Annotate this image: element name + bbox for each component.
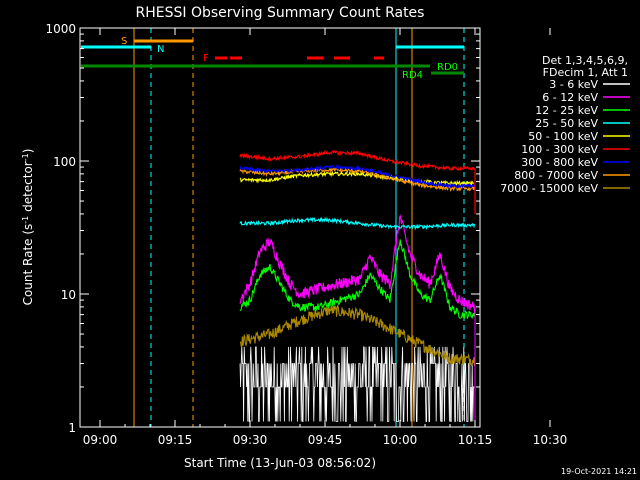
series-line-7 [239,166,476,192]
y-axis-label-mid: detector [21,161,35,216]
series-line-8 [239,304,476,367]
y-axis-label-sup2: -1 [21,153,30,161]
y-tick-label-2: 100 [53,155,76,169]
x-tick-label-1: 09:15 [158,433,193,447]
y-axis-label: Count Rate (s-1 detector-1) [21,149,35,306]
x-tick-label-6: 10:30 [533,433,568,447]
x-tick-label-3: 09:45 [308,433,343,447]
y-tick-label-1: 10 [61,288,76,302]
series-line-1 [239,213,476,313]
legend-entry-6: 300 - 800 keV [521,156,598,169]
legend-entry-8: 7000 - 15000 keV [500,182,598,195]
saa-flag-label: S [121,36,127,47]
time-markers [133,28,465,427]
legend-entry-4: 50 - 100 keV [528,130,598,143]
rd4-flag-label: RD4 [402,70,423,81]
axes: 09:00 09:15 09:30 09:45 10:00 10:15 10:30 1 10 10… [45,22,567,447]
legend-header-0: Det 1,3,4,5,6,9, [542,54,628,67]
legend-entry-3: 25 - 50 keV [535,117,598,130]
legend-entry-2: 12 - 25 keV [535,104,598,117]
data-series [239,149,476,427]
legend-entry-7: 800 - 7000 keV [514,169,598,182]
series-line-6 [239,163,476,189]
y-axis-label-sup1: -1 [21,216,30,224]
series-line-2 [239,239,476,319]
series-line-0 [239,346,475,422]
timestamp: 19-Oct-2021 14:21 [561,467,637,476]
x-tick-label-0: 09:00 [83,433,118,447]
y-tick-label-0: 1 [68,421,76,435]
chart-title: RHESSI Observing Summary Count Rates [136,5,425,21]
flag-bars: S N F RD0 RD4 [81,36,464,81]
x-axis-label: Start Time (13-Jun-03 08:56:02) [184,456,376,470]
x-tick-label-2: 09:30 [233,433,268,447]
legend-entry-1: 6 - 12 keV [542,91,598,104]
y-tick-label-3: 1000 [45,22,76,36]
rd0-flag-label: RD0 [437,62,458,73]
series-line-3 [239,216,476,231]
x-tick-label-5: 10:15 [458,433,493,447]
night-flag-label: N [157,44,164,55]
legend: Det 1,3,4,5,6,9,FDecim 1, Att 13 - 6 keV… [500,54,630,195]
legend-entry-0: 3 - 6 keV [549,78,598,91]
legend-entry-5: 100 - 300 keV [521,143,598,156]
flare-flag-label: F [203,53,209,64]
y-axis-label-end: ) [21,149,35,154]
plot-frame [79,27,481,428]
y-axis-label-main: Count Rate (s [21,224,35,306]
legend-header-1: FDecim 1, Att 1 [543,66,628,79]
series-line-5 [239,149,476,172]
x-tick-label-4: 10:00 [383,433,418,447]
